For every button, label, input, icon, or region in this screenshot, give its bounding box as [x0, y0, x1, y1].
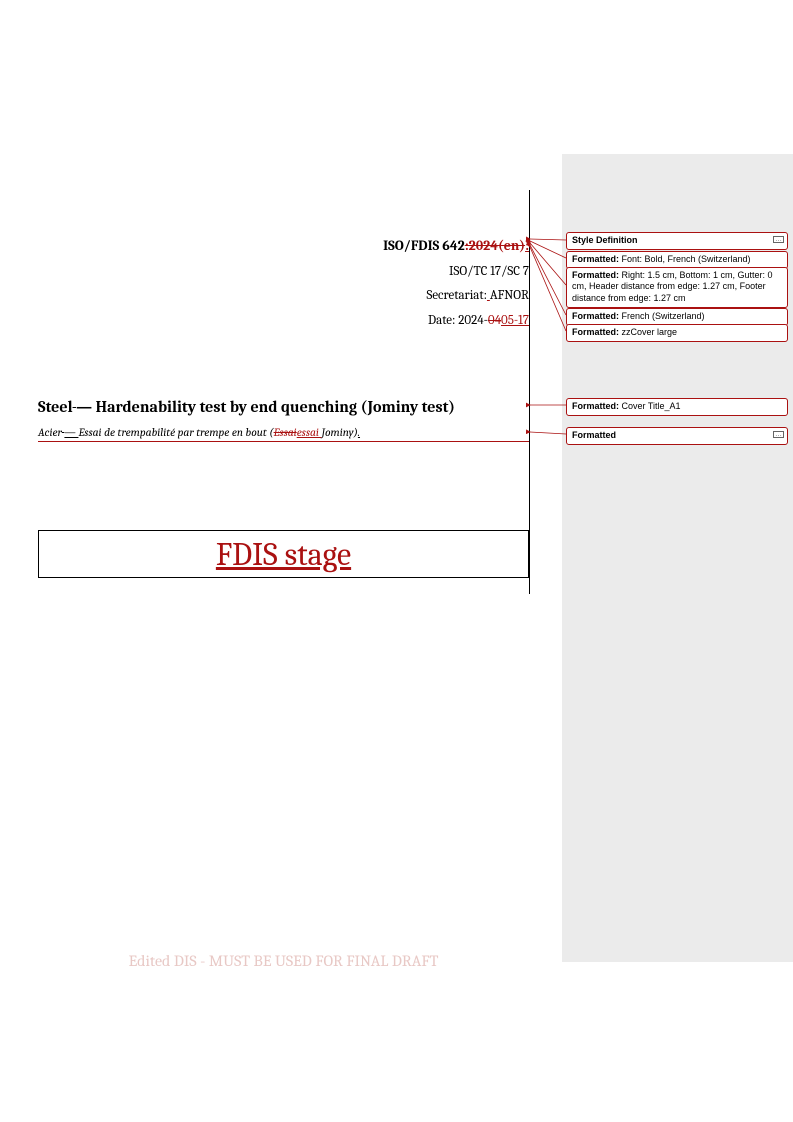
comment-bubble[interactable]: Formatted …	[566, 427, 788, 445]
doc-ref-base: ISO/FDIS 642	[383, 237, 465, 254]
stage-label: FDIS stage	[216, 536, 351, 573]
date-deleted: 04	[488, 313, 501, 328]
secretariat-label: Secretariat:	[426, 288, 487, 303]
expand-icon[interactable]: …	[773, 431, 784, 438]
document-header: ISO/FDIS 642:2024(en): ISO/TC 17/SC 7 Se…	[38, 233, 529, 334]
document-reference: ISO/FDIS 642:2024(en):	[38, 233, 529, 260]
date-inserted: 05-17	[501, 313, 529, 328]
secretariat-value: AFNOR	[490, 288, 529, 303]
tc-line: ISO/TC 17/SC 7	[38, 260, 529, 285]
title-en-p2: — Hardenability test by end quenching (J…	[76, 398, 455, 416]
comment-text: French (Switzerland)	[619, 311, 705, 321]
secretariat-line: Secretariat: AFNOR	[38, 284, 529, 309]
comment-label: Formatted:	[572, 270, 619, 280]
title-fr-p2: Essai de trempabilité par trempe en bout…	[78, 426, 273, 439]
doc-ref-inserted: :	[525, 237, 529, 254]
title-french: Acier — Essai de trempabilité par trempe…	[38, 426, 529, 439]
title-fr-p1: Acier	[38, 426, 62, 439]
comment-label: Formatted:	[572, 401, 619, 411]
comment-label: Style Definition	[572, 235, 638, 245]
comment-label: Formatted	[572, 430, 616, 440]
title-fr-ins-end: .	[358, 426, 360, 439]
title-en-p1: Steel	[38, 398, 73, 416]
title-fr-ins1: —	[64, 426, 78, 439]
title-fr-p3: Jominy)	[322, 426, 358, 439]
comment-bubble[interactable]: Style Definition …	[566, 232, 788, 250]
title-english: Steel — Hardenability test by end quench…	[38, 398, 529, 416]
doc-ref-deleted: :2024(en)	[465, 237, 525, 254]
title-fr-red-ins: essai	[297, 426, 322, 439]
watermark-text: Edited DIS - MUST BE USED FOR FINAL DRAF…	[38, 952, 529, 970]
comment-bubble[interactable]: Formatted: Right: 1.5 cm, Bottom: 1 cm, …	[566, 267, 788, 308]
comment-text: Cover Title_A1	[619, 401, 681, 411]
date-line: Date: 2024-0405-17	[38, 309, 529, 334]
margin-rule	[529, 190, 530, 594]
comment-text: zzCover large	[619, 327, 677, 337]
comment-label: Formatted:	[572, 327, 619, 337]
date-prefix: Date: 2024-	[428, 313, 488, 328]
title-fr-red-del: Essai	[274, 426, 297, 439]
comment-bubble[interactable]: Formatted: zzCover large	[566, 324, 788, 342]
revision-hr	[38, 441, 529, 442]
comment-bubble[interactable]: Formatted: Cover Title_A1	[566, 398, 788, 416]
comment-text: Font: Bold, French (Switzerland)	[619, 254, 751, 264]
comment-label: Formatted:	[572, 254, 619, 264]
stage-box: FDIS stage	[38, 530, 529, 578]
expand-icon[interactable]: …	[773, 236, 784, 243]
comment-label: Formatted:	[572, 311, 619, 321]
